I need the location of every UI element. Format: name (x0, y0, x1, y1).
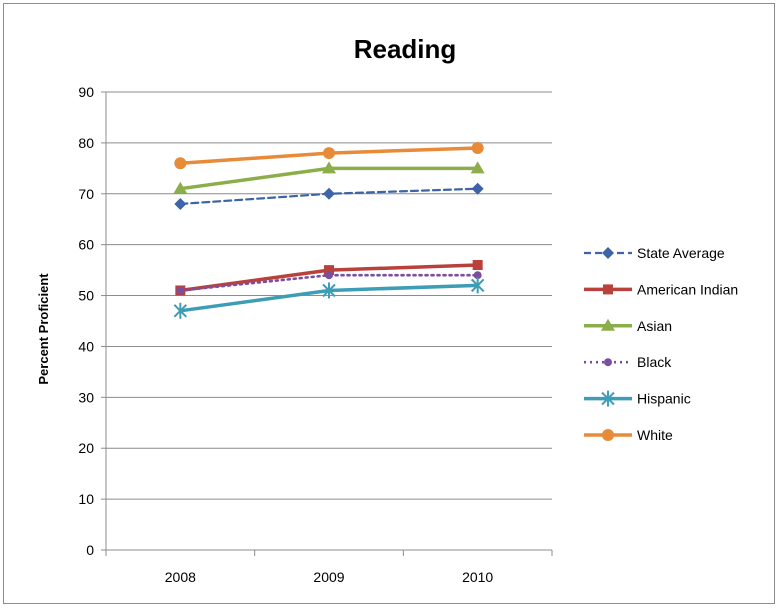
y-tick-label: 20 (78, 440, 94, 456)
data-point-2-0 (173, 181, 188, 194)
y-tick-label: 50 (78, 288, 94, 304)
legend-label: Black (637, 354, 672, 370)
data-point-4-1 (322, 282, 336, 299)
chart-title: Reading (354, 34, 457, 64)
data-point-4-0 (173, 302, 188, 319)
data-point-4-2 (470, 277, 485, 294)
y-tick-label: 0 (86, 542, 94, 558)
y-tick-label: 30 (78, 389, 94, 405)
data-point-3-0 (176, 286, 185, 295)
legend-label: White (637, 427, 673, 443)
data-point-1-2 (472, 260, 483, 271)
y-tick-label: 40 (78, 338, 94, 354)
data-point-1-1 (324, 265, 334, 276)
data-point-0-1 (323, 187, 335, 200)
y-tick-label: 90 (78, 84, 94, 100)
legend-marker-0 (602, 247, 614, 259)
legend-label: Asian (637, 318, 672, 334)
legend-marker-5 (602, 429, 614, 441)
chart-frame (3, 3, 775, 604)
legend-marker-4 (601, 390, 615, 407)
x-tick-label: 2009 (313, 569, 344, 585)
legend-label: Hispanic (637, 391, 691, 407)
data-point-0-0 (174, 197, 187, 210)
data-point-2-2 (470, 161, 485, 174)
y-tick-label: 80 (78, 135, 94, 151)
y-tick-label: 70 (78, 186, 94, 202)
legend-label: State Average (637, 245, 725, 261)
legend-marker-1 (603, 284, 613, 295)
data-point-2-1 (322, 161, 336, 174)
x-tick-label: 2010 (462, 569, 493, 585)
legend-marker-2 (601, 318, 615, 331)
y-tick-label: 10 (78, 491, 94, 507)
data-point-3-2 (473, 271, 482, 280)
y-axis-label: Percent Proficient (36, 273, 51, 385)
data-point-3-1 (325, 271, 333, 280)
data-point-5-2 (471, 141, 484, 154)
data-point-0-2 (471, 182, 484, 195)
legend-marker-3 (604, 358, 612, 367)
data-point-5-1 (323, 147, 335, 160)
data-point-5-0 (174, 157, 187, 170)
legend-label: American Indian (637, 281, 738, 297)
y-tick-label: 60 (78, 237, 94, 253)
x-tick-label: 2008 (165, 569, 196, 585)
